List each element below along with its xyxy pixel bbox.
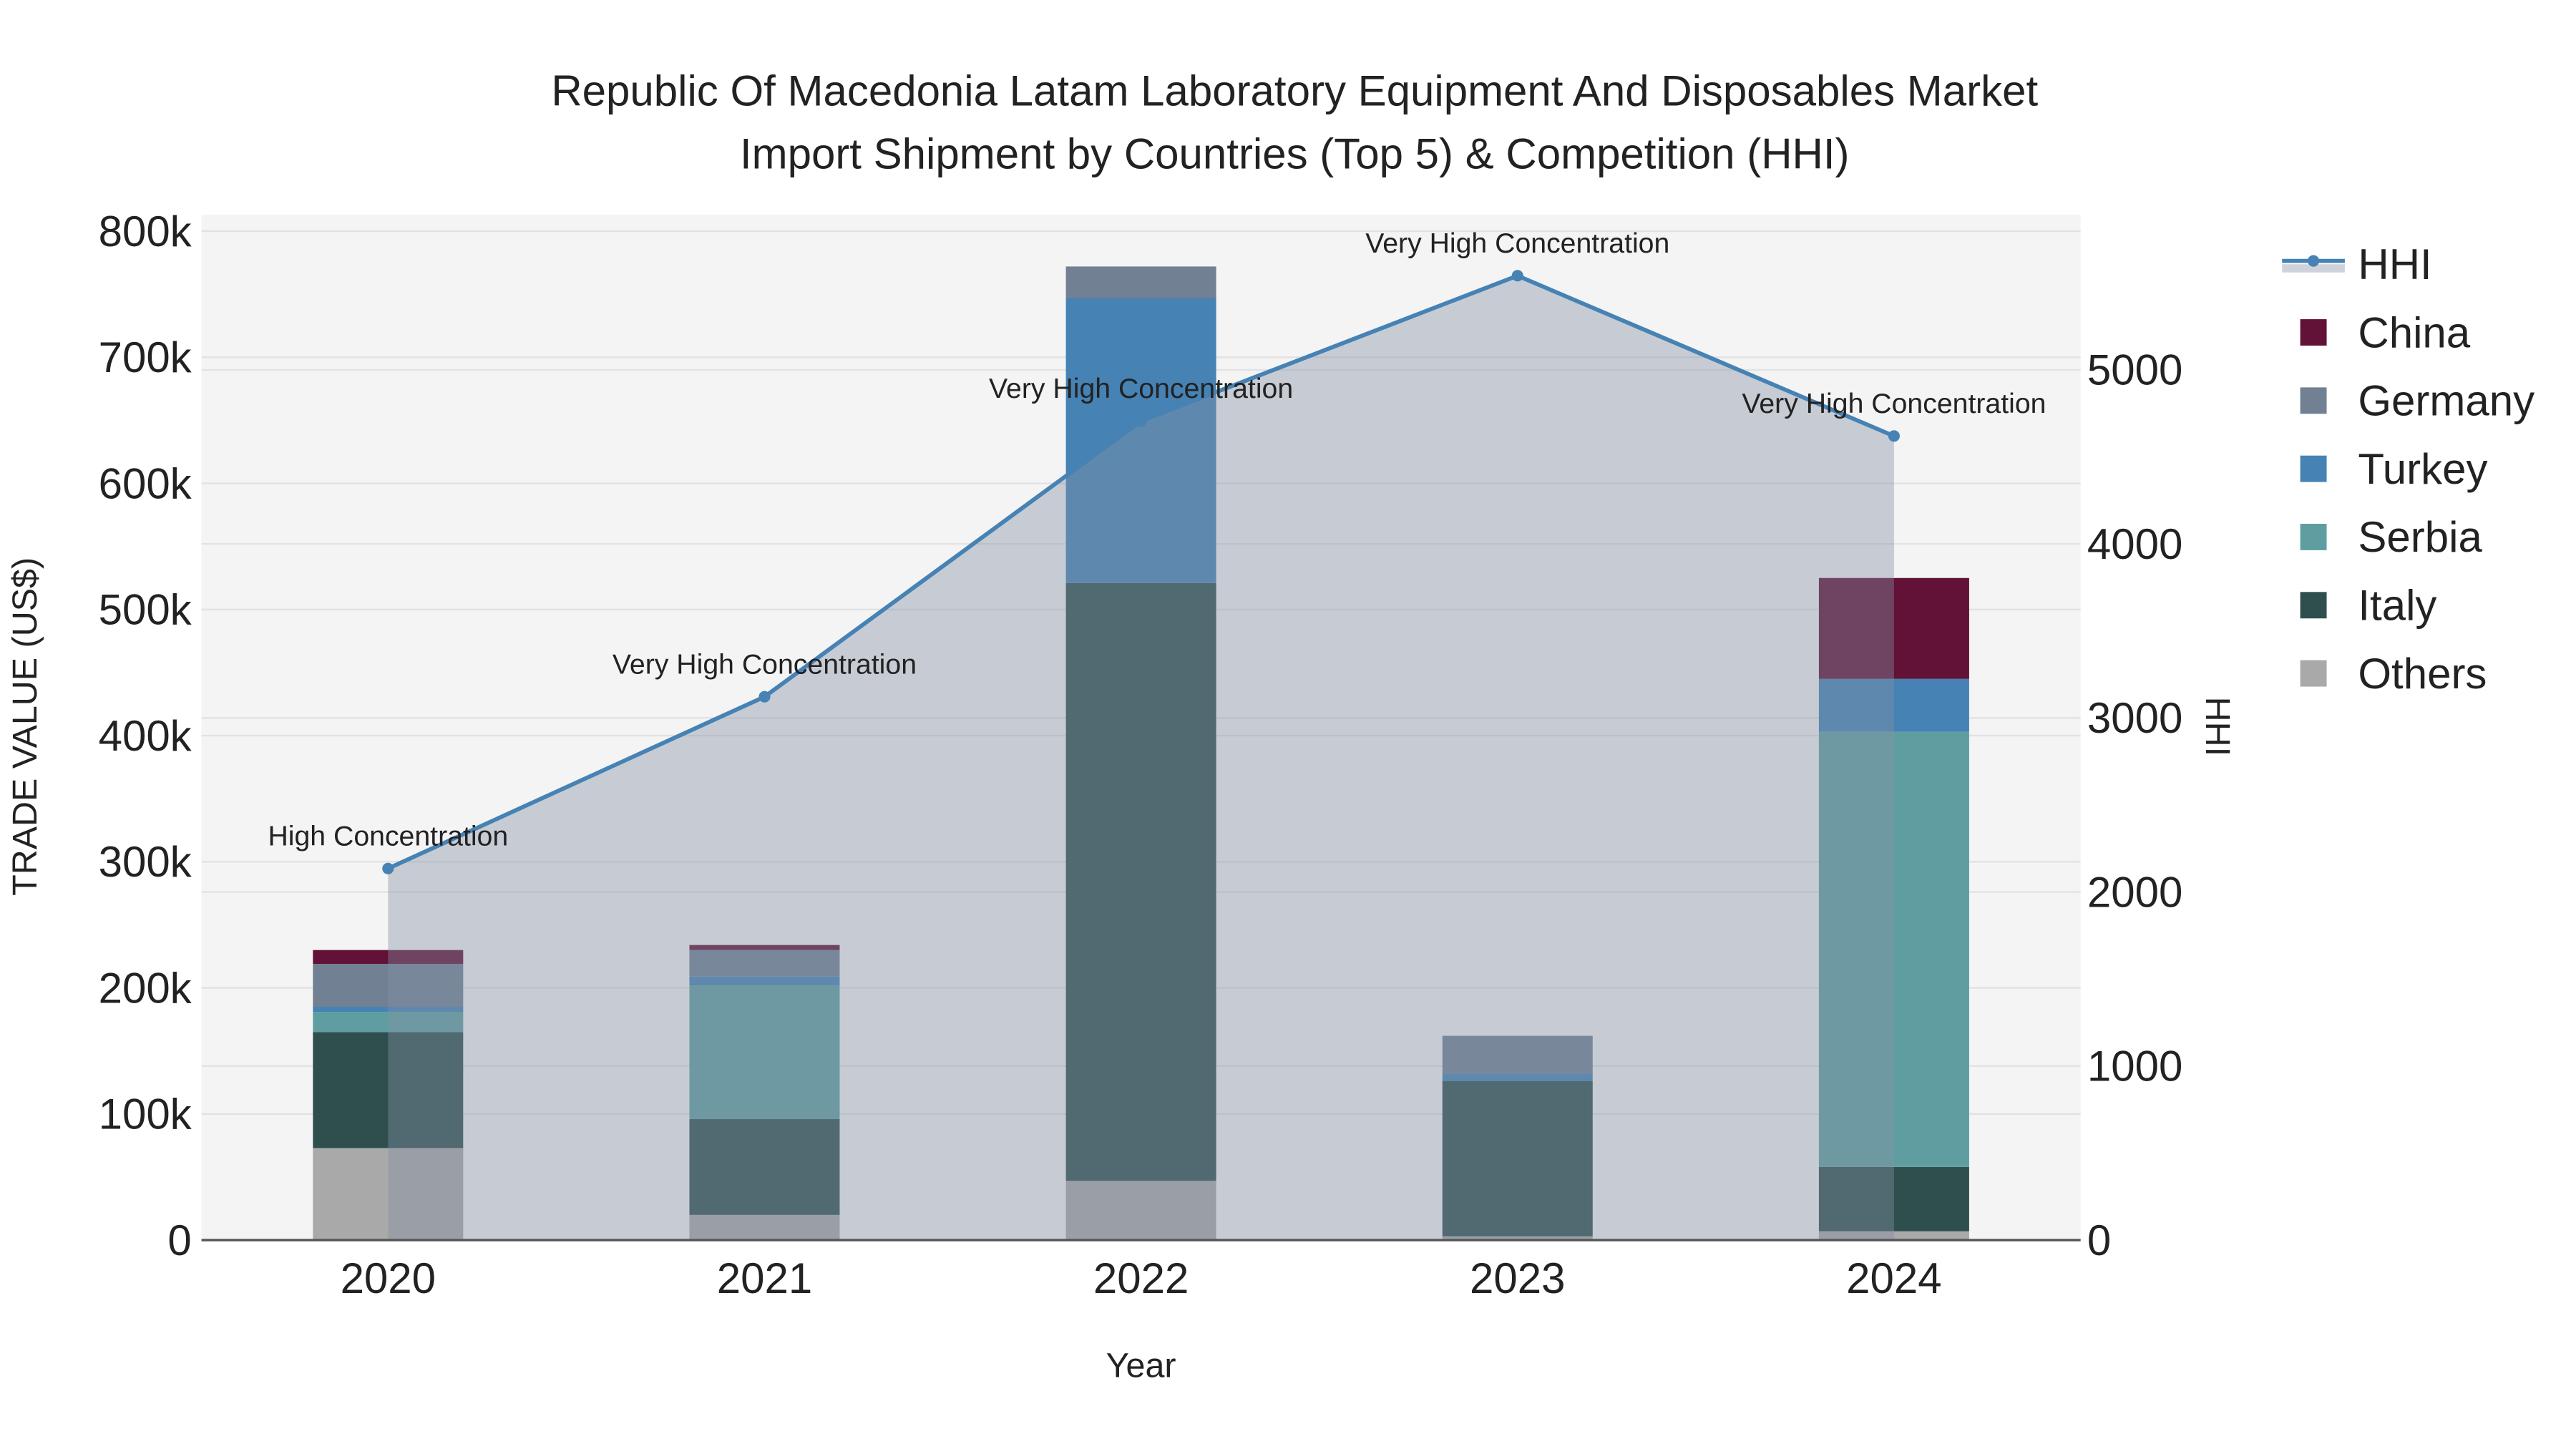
hhi-point [758,691,771,703]
bar-italy-2020 [313,1032,464,1148]
bar-others-2020 [313,1148,464,1241]
legend-item-germany[interactable]: Germany [2300,377,2535,425]
axes: 0 100k 200k 300k 400k 500k 600k 700k 800k 0 1000 20… [99,208,2183,1302]
y-tick-label: 100k [99,1091,192,1138]
hhi-series: High Concentration Very High Concentratio… [268,228,2046,1241]
legend-swatch [2300,319,2327,346]
bar-others-2024 [1818,1231,1969,1241]
y-tick-label: 400k [99,712,192,760]
legend: HHI China Germany Turkey Serbia Italy Others [2282,240,2534,698]
y-tick-label: 500k [99,586,192,634]
hhi-annotation: Very High Concentration [989,373,1293,404]
hhi-annotation: High Concentration [268,820,508,852]
chart-title-line1: Republic Of Macedonia Latam Laboratory E… [551,67,2038,115]
hhi-area [388,275,1894,1241]
bar-germany-2021 [689,950,840,977]
bar-others-2021 [689,1214,840,1241]
y-tick-label: 600k [99,459,192,507]
y-tick-label: 300k [99,838,192,886]
bar-germany-2022 [1065,266,1216,298]
bar-serbia-2020 [313,1012,464,1033]
y-tick-label: 200k [99,964,192,1012]
bar-serbia-2021 [689,985,840,1119]
y2-axis-title: HHI [2198,697,2237,756]
legend-item-others[interactable]: Others [2300,650,2487,698]
x-tick-label: 2024 [1846,1254,1941,1302]
y-tick-label: 800k [99,208,192,255]
x-tick-label: 2021 [717,1254,812,1302]
x-tick-label: 2020 [341,1254,436,1302]
bar-italy-2024 [1818,1166,1969,1231]
legend-label: HHI [2358,240,2431,288]
legend-swatch [2300,524,2327,550]
y-tick-label: 700k [99,333,192,381]
y2-tick-label: 4000 [2087,520,2182,568]
hhi-point [382,862,394,874]
legend-label: Germany [2358,377,2534,425]
legend-hhi-marker [2308,255,2320,267]
bar-others-2022 [1065,1181,1216,1241]
legend-swatch [2300,592,2327,619]
legend-item-hhi[interactable]: HHI [2282,240,2432,288]
hhi-point [1511,270,1523,282]
legend-label: Others [2358,650,2487,698]
legend-label: Turkey [2358,445,2487,493]
bar-germany-2020 [313,964,464,1008]
bar-turkey-2022 [1065,298,1216,583]
bar-italy-2022 [1065,582,1216,1181]
legend-item-china[interactable]: China [2300,308,2471,356]
y2-tick-label: 2000 [2087,868,2182,916]
chart-title-line2: Import Shipment by Countries (Top 5) & C… [740,130,1850,177]
legend-swatch [2300,387,2327,414]
bar-turkey-2023 [1442,1073,1593,1082]
legend-hhi-area-swatch [2282,264,2345,273]
x-axis-title: Year [1106,1347,1176,1385]
y-tick-label: 0 [167,1216,191,1264]
legend-label: China [2358,308,2470,356]
hhi-annotation: Very High Concentration [1742,388,2046,419]
y2-tick-label: 3000 [2087,694,2182,742]
y2-tick-label: 1000 [2087,1043,2182,1091]
bars [313,266,1969,1241]
legend-item-serbia[interactable]: Serbia [2300,513,2483,561]
y2-tick-label: 5000 [2087,346,2182,394]
bar-italy-2021 [689,1118,840,1215]
hhi-annotation: Very High Concentration [613,648,917,680]
bar-germany-2023 [1442,1035,1593,1074]
legend-item-italy[interactable]: Italy [2300,582,2437,630]
bar-china-2021 [689,945,840,950]
bar-turkey-2020 [313,1007,464,1013]
y-axis-title: TRADE VALUE (US$) [6,557,44,896]
bar-china-2024 [1818,577,1969,679]
legend-label: Serbia [2358,513,2482,561]
bar-italy-2023 [1442,1081,1593,1236]
legend-item-turkey[interactable]: Turkey [2300,445,2488,493]
bar-turkey-2021 [689,976,840,986]
legend-swatch [2300,455,2327,482]
bar-serbia-2024 [1818,731,1969,1167]
bar-turkey-2024 [1818,678,1969,732]
hhi-point [1135,415,1147,427]
hhi-point [1888,430,1900,442]
legend-swatch [2300,660,2327,687]
hhi-annotation: Very High Concentration [1365,228,1669,259]
y2-tick-label: 0 [2087,1216,2111,1264]
bar-china-2020 [313,950,464,965]
x-tick-label: 2023 [1470,1254,1565,1302]
x-tick-label: 2022 [1093,1254,1189,1302]
bar-others-2023 [1442,1236,1593,1241]
legend-label: Italy [2358,582,2436,630]
